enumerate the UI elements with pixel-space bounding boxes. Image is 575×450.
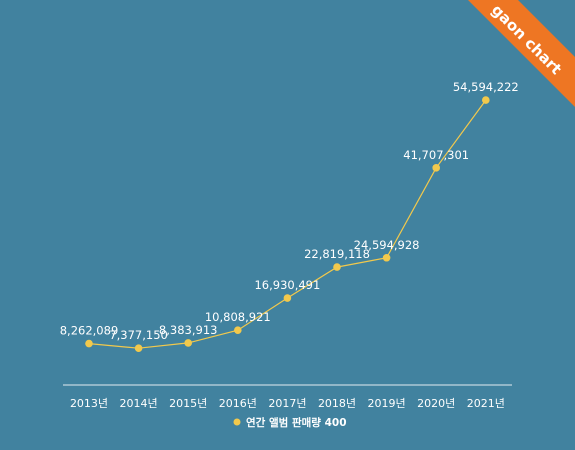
x-tick-label: 2016년 (219, 397, 257, 410)
data-label: 22,819,118 (304, 247, 370, 261)
data-label: 54,594,222 (453, 80, 519, 94)
x-tick-label: 2019년 (368, 397, 406, 410)
data-label: 24,594,928 (354, 238, 420, 252)
data-point (234, 326, 242, 334)
data-label: 7,377,150 (109, 328, 168, 342)
series-line (88, 99, 487, 349)
x-tick-label: 2014년 (120, 397, 158, 410)
legend-label: 연간 앨범 판매량 400 (246, 416, 347, 429)
data-point (134, 344, 143, 353)
x-tick-label: 2015년 (169, 397, 207, 410)
data-point (432, 164, 441, 172)
data-point (184, 339, 192, 347)
data-label: 41,707,301 (403, 148, 469, 162)
x-tick-label: 2017년 (268, 397, 306, 410)
data-point (283, 294, 292, 302)
data-points (85, 96, 490, 353)
data-label: 8,383,913 (159, 323, 218, 337)
x-tick-label: 2018년 (318, 397, 356, 410)
legend-marker (233, 418, 241, 426)
x-tick-labels: 2013년 2014년 2015년 2016년 2017년 2018년 2019년 2020년… (70, 397, 505, 410)
data-label: 8,262,089 (60, 324, 119, 338)
data-label: 16,930,491 (254, 278, 320, 292)
x-tick-label: 2021년 (467, 397, 505, 410)
legend: 연간 앨범 판매량 400 (233, 416, 347, 429)
data-point (333, 263, 341, 271)
data-label: 10,808,921 (205, 310, 271, 324)
data-point (482, 96, 490, 104)
data-point (85, 339, 93, 348)
x-tick-label: 2013년 (70, 397, 108, 410)
data-point (382, 253, 391, 262)
x-tick-label: 2020년 (417, 397, 455, 410)
